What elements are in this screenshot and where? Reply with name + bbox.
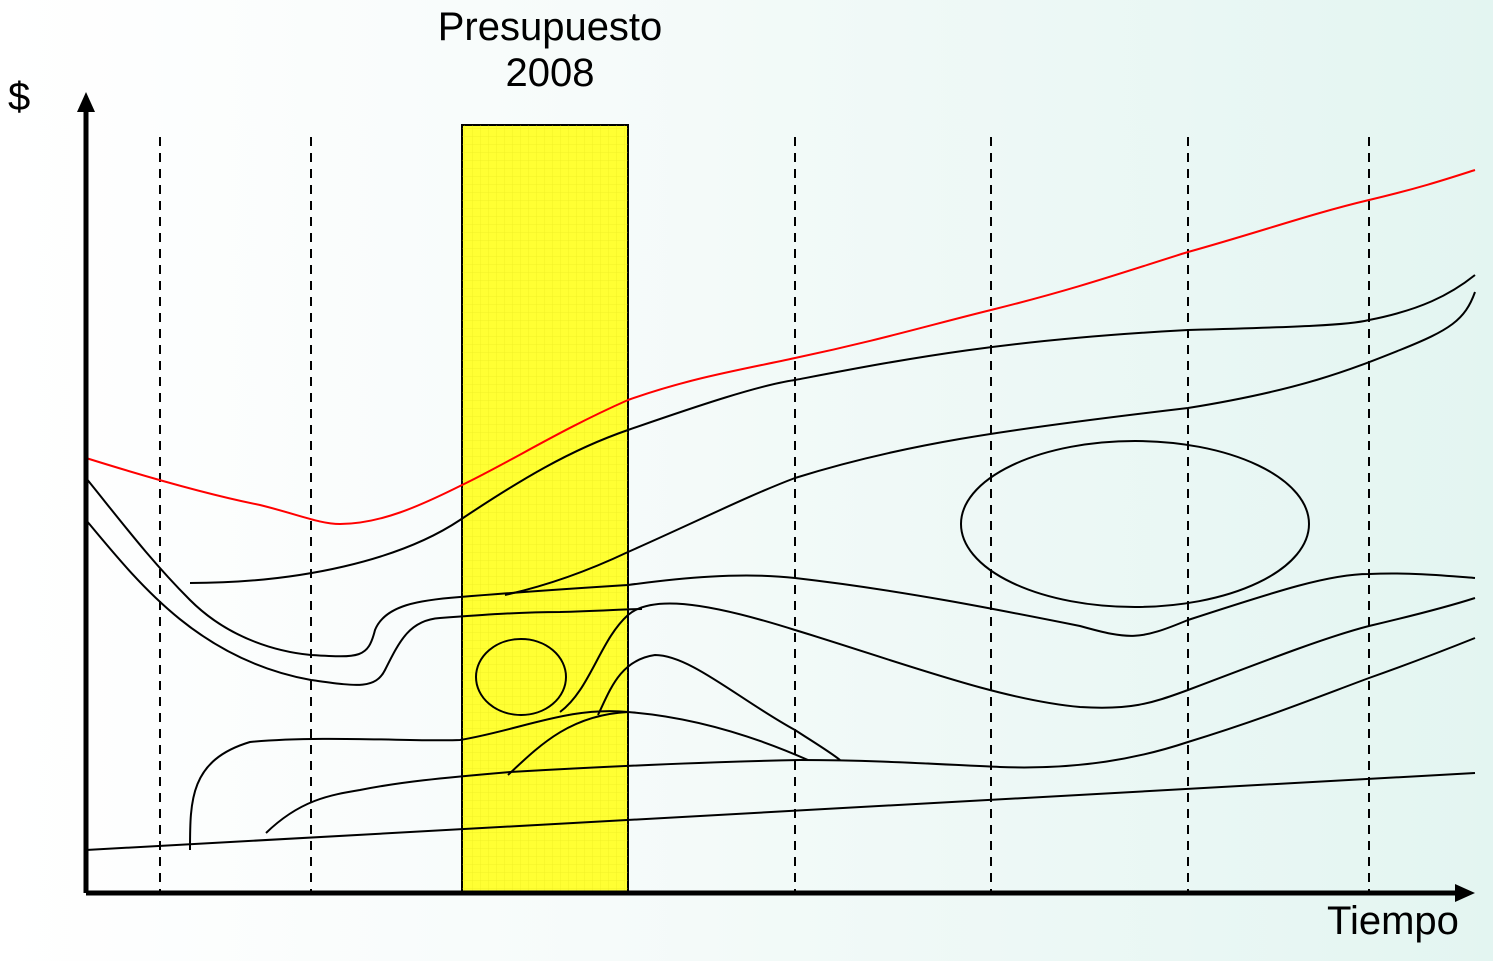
axes (77, 92, 1475, 902)
trajectory-curves (85, 274, 1476, 851)
x-axis-label: Tiempo (1327, 899, 1459, 943)
budget-2008-highlight (461, 124, 629, 894)
curve-upper-1 (189, 274, 1476, 584)
highlight-label-line2: 2008 (505, 51, 595, 95)
inner-ellipse-left (475, 638, 567, 716)
curve-right-lower (507, 711, 629, 776)
inner-ellipse-right (960, 440, 1310, 608)
highlight-grid (462, 125, 628, 893)
curve-hump (189, 710, 809, 851)
y-axis-label: $ (8, 75, 31, 119)
curve-upper-2 (85, 519, 643, 686)
curve-peak (597, 653, 841, 761)
curve-upper-2b (504, 291, 1476, 596)
y-axis-arrow (77, 92, 95, 112)
baseline-trend (85, 772, 1476, 851)
upper-bound-line (85, 169, 1476, 526)
period-separators (159, 137, 1370, 893)
highlight-label-line1: Presupuesto (437, 5, 663, 49)
highlight-label: Presupuesto 2008 (400, 4, 700, 96)
x-axis-arrow (1455, 884, 1475, 902)
curve-left-swoop (85, 477, 1476, 658)
curve-long-lower (265, 637, 1476, 834)
curve-mid-cross (559, 597, 1476, 713)
